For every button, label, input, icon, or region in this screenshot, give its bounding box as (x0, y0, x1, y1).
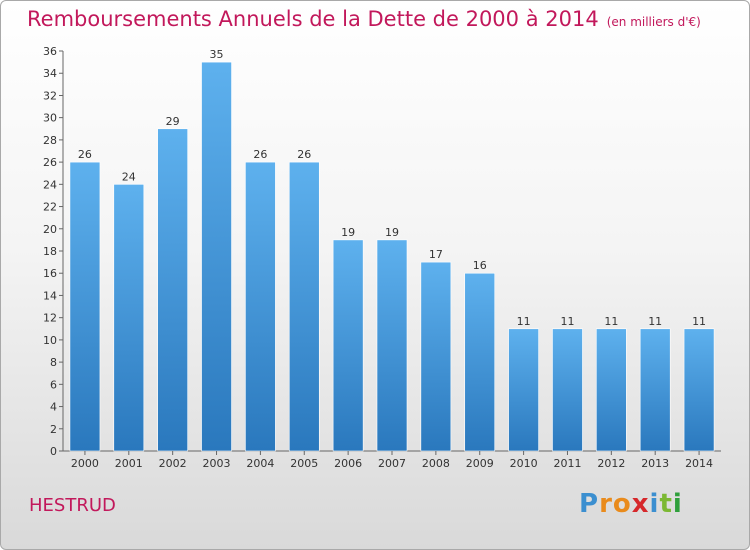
data-label: 19 (385, 226, 399, 239)
y-tick-label: 6 (50, 378, 57, 391)
x-tick-label: 2009 (466, 457, 494, 470)
bar (683, 328, 715, 452)
y-tick-label: 32 (43, 89, 57, 102)
bar (596, 328, 627, 452)
chart-title-text: Remboursements Annuels de la Dette de 20… (27, 7, 599, 31)
bar (113, 184, 145, 452)
y-tick-label: 14 (43, 289, 57, 302)
chart-title: Remboursements Annuels de la Dette de 20… (27, 7, 701, 31)
data-label: 26 (78, 148, 92, 161)
x-tick-label: 2012 (597, 457, 625, 470)
y-tick-label: 26 (43, 156, 57, 169)
data-label: 11 (517, 315, 531, 328)
x-tick-label: 2006 (334, 457, 362, 470)
data-label: 11 (560, 315, 574, 328)
y-tick-label: 24 (43, 178, 57, 191)
y-tick-label: 12 (43, 312, 57, 325)
x-tick-label: 2004 (246, 457, 274, 470)
data-label: 24 (122, 170, 136, 183)
bar (420, 261, 452, 452)
bar (464, 272, 496, 452)
y-tick-label: 8 (50, 356, 57, 369)
bar (552, 328, 583, 452)
x-tick-label: 2011 (553, 457, 581, 470)
data-label: 19 (341, 226, 355, 239)
data-label: 17 (429, 248, 443, 261)
x-tick-label: 2007 (378, 457, 406, 470)
x-tick-label: 2000 (71, 457, 99, 470)
chart-subtitle: (en milliers d'€) (606, 15, 701, 29)
x-tick-label: 2005 (290, 457, 318, 470)
y-tick-label: 4 (50, 401, 57, 414)
x-tick-label: 2010 (510, 457, 538, 470)
x-tick-label: 2001 (115, 457, 143, 470)
bar (639, 328, 671, 452)
data-label: 11 (604, 315, 618, 328)
x-tick-label: 2013 (641, 457, 669, 470)
bar (508, 328, 539, 452)
bar (288, 161, 320, 452)
y-tick-label: 28 (43, 134, 57, 147)
y-tick-label: 16 (43, 267, 57, 280)
y-tick-label: 34 (43, 67, 57, 80)
y-tick-label: 2 (50, 423, 57, 436)
y-tick-label: 22 (43, 201, 57, 214)
x-tick-label: 2002 (159, 457, 187, 470)
bar (376, 239, 408, 452)
data-label: 26 (253, 148, 267, 161)
data-label: 16 (473, 259, 487, 272)
y-tick-label: 0 (50, 445, 57, 458)
bar (245, 161, 276, 452)
y-tick-label: 18 (43, 245, 57, 258)
bar (69, 161, 101, 452)
data-label: 26 (297, 148, 311, 161)
x-tick-label: 2003 (203, 457, 231, 470)
y-tick-label: 10 (43, 334, 57, 347)
bar (201, 61, 232, 452)
proxiti-logo: Proxiti (579, 489, 683, 519)
x-tick-label: 2014 (685, 457, 713, 470)
y-tick-label: 20 (43, 223, 57, 236)
data-label: 11 (692, 315, 706, 328)
commune-name: HESTRUD (29, 495, 116, 516)
y-tick-label: 36 (43, 45, 57, 58)
bar (332, 239, 364, 452)
data-label: 35 (210, 48, 224, 61)
x-tick-label: 2008 (422, 457, 450, 470)
data-label: 11 (648, 315, 662, 328)
y-tick-label: 30 (43, 112, 57, 125)
data-label: 29 (166, 115, 180, 128)
bar (157, 128, 188, 452)
